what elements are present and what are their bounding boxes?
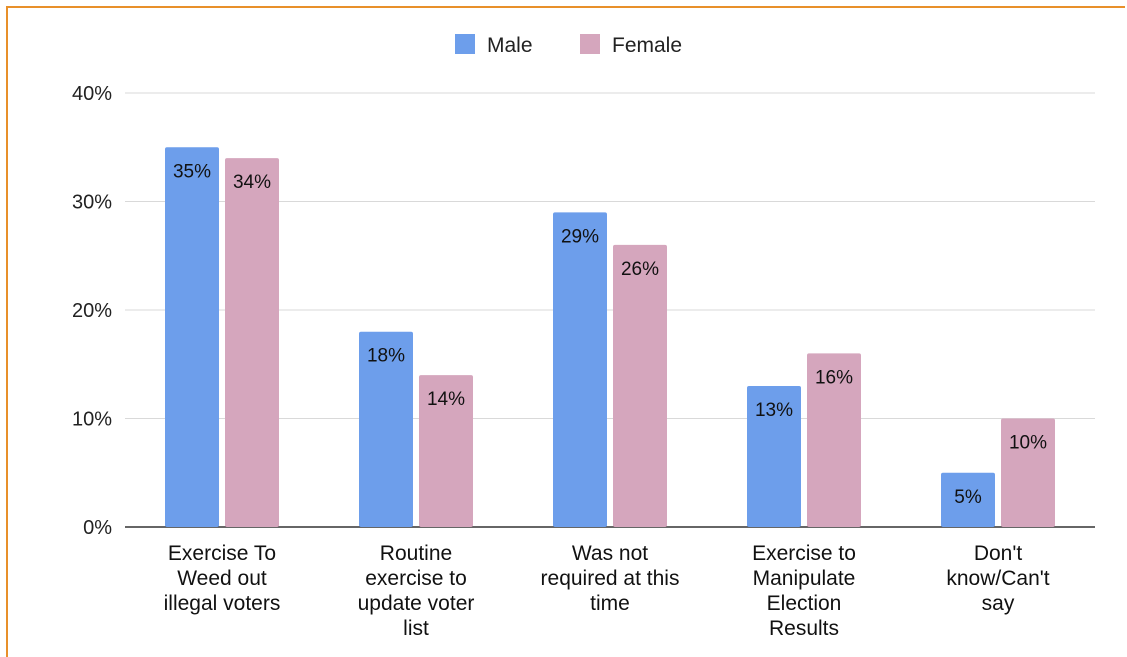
legend-swatch-female: [580, 34, 600, 54]
gridlines: [125, 92, 1095, 528]
bars: [165, 147, 1055, 527]
bar-male: [747, 385, 801, 527]
x-category-label: Routine exercise to update voter list: [358, 542, 475, 640]
x-category-label: Don't know/Can't say: [946, 542, 1049, 615]
legend: Male Female: [455, 34, 682, 57]
legend-swatch-male: [455, 34, 475, 54]
data-label: 34%: [233, 172, 271, 193]
y-axis-ticks: 0% 10% 20% 30% 40%: [72, 83, 112, 539]
y-tick-label: 40%: [72, 83, 112, 105]
bar-male: [359, 331, 413, 527]
data-label: 13%: [755, 400, 793, 421]
data-label: 35%: [173, 161, 211, 182]
data-label: 5%: [954, 487, 982, 508]
data-label: 16%: [815, 367, 853, 388]
bar-female: [1001, 418, 1055, 527]
y-tick-label: 0%: [83, 517, 112, 539]
x-axis-category-labels: Exercise To Weed out illegal voters Routine…: [164, 542, 1050, 640]
legend-label-female: Female: [612, 34, 682, 57]
x-category-label: Exercise to Manipulate Election Results: [752, 542, 856, 640]
bar-male: [941, 472, 995, 527]
x-category-label: Exercise To Weed out illegal voters: [164, 542, 281, 615]
data-label: 14%: [427, 389, 465, 410]
data-label: 10%: [1009, 433, 1047, 454]
y-tick-label: 10%: [72, 409, 112, 431]
data-label: 29%: [561, 226, 599, 247]
data-label: 26%: [621, 259, 659, 280]
data-label: 18%: [367, 346, 405, 367]
y-tick-label: 30%: [72, 192, 112, 214]
bar-female: [419, 375, 473, 527]
bar-male: [553, 212, 607, 527]
bar-female: [225, 158, 279, 527]
data-labels: 35% 34% 18% 14% 29% 26% 13% 16% 5% 10%: [173, 161, 1047, 508]
bar-female: [807, 353, 861, 527]
x-category-label: Was not required at this time: [541, 542, 680, 615]
legend-label-male: Male: [487, 34, 533, 57]
bar-male: [165, 147, 219, 527]
y-tick-label: 20%: [72, 300, 112, 322]
bar-female: [613, 244, 667, 527]
